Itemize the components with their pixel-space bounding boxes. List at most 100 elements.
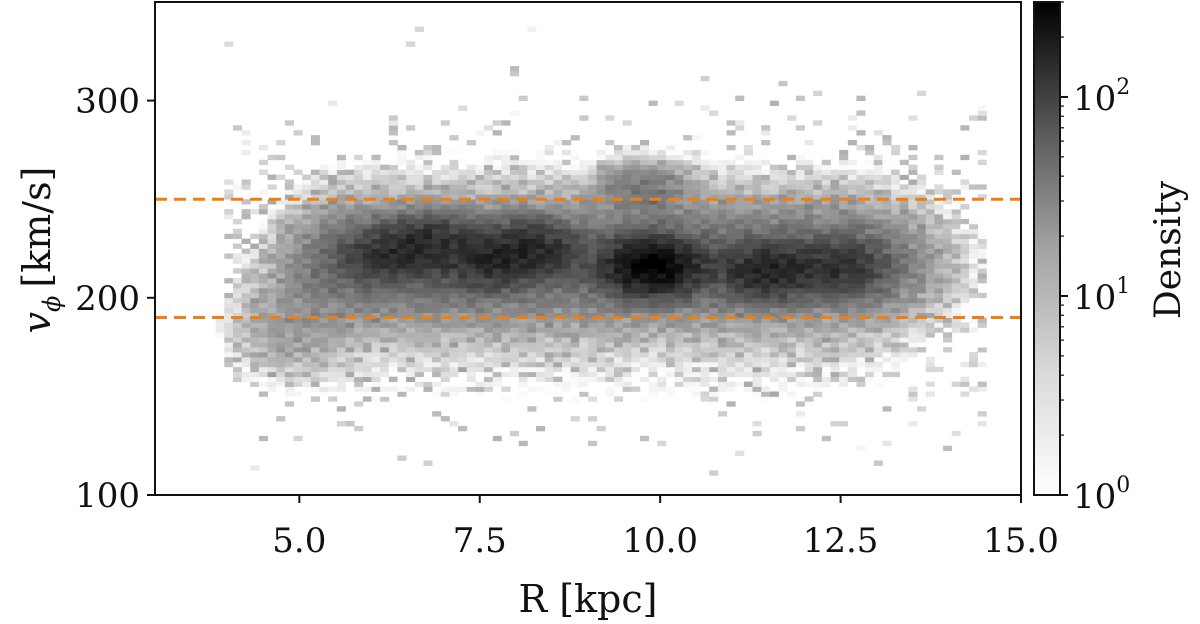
heatmap-cell (440, 391, 450, 397)
heatmap-cell (336, 297, 346, 304)
heatmap-cell (787, 307, 797, 313)
heatmap-cell (847, 228, 857, 235)
heatmap-cell (570, 174, 580, 180)
heatmap-cell (847, 169, 857, 175)
heatmap-cell (336, 159, 346, 166)
heatmap-cell (683, 169, 693, 175)
heatmap-cell (865, 268, 875, 274)
heatmap-cell (804, 283, 814, 289)
heatmap-cell (215, 312, 225, 318)
heatmap-cell (302, 337, 312, 343)
heatmap-cell (596, 297, 606, 304)
heatmap-cell (397, 273, 407, 279)
heatmap-cell (362, 204, 372, 210)
heatmap-cell (449, 312, 459, 318)
heatmap-cell (501, 327, 511, 333)
heatmap-cell (717, 228, 727, 235)
heatmap-cell (605, 253, 615, 259)
heatmap-cell (432, 189, 442, 195)
heatmap-cell (821, 189, 831, 195)
heatmap-cell (839, 376, 849, 383)
heatmap-cell (241, 292, 251, 299)
heatmap-cell (328, 287, 338, 294)
heatmap-cell (258, 243, 268, 249)
heatmap-cell (302, 327, 312, 333)
heatmap-cell (423, 312, 433, 318)
heatmap-cell (934, 213, 944, 220)
heatmap-cell (865, 361, 875, 368)
heatmap-cell (510, 302, 520, 309)
heatmap-cell (865, 189, 875, 195)
heatmap-cell (484, 189, 494, 195)
heatmap-cell (241, 302, 251, 309)
heatmap-cell (241, 268, 251, 274)
heatmap-cell (891, 312, 901, 318)
heatmap-cell (241, 287, 251, 294)
heatmap-cell (449, 337, 459, 343)
heatmap-cell (951, 312, 961, 318)
heatmap-cell (466, 194, 476, 200)
heatmap-cell (648, 278, 658, 284)
heatmap-cell (969, 233, 979, 240)
heatmap-cell (536, 169, 546, 175)
heatmap-cell (804, 140, 814, 146)
heatmap-cell (276, 361, 286, 368)
heatmap-cell (310, 376, 320, 383)
heatmap-cell (388, 169, 398, 175)
heatmap-cell (683, 263, 693, 269)
heatmap-cell (362, 164, 372, 171)
heatmap-cell (839, 248, 849, 254)
heatmap-cell (276, 174, 286, 180)
heatmap-cell (336, 317, 346, 323)
heatmap-cell (795, 209, 805, 215)
heatmap-cell (813, 371, 823, 378)
heatmap-cell (293, 381, 303, 387)
heatmap-cell (683, 312, 693, 318)
heatmap-cell (743, 209, 753, 215)
heatmap-cell (631, 342, 641, 348)
heatmap-cell (241, 209, 251, 215)
heatmap-cell (414, 297, 424, 304)
heatmap-cell (726, 381, 736, 387)
heatmap-cell (882, 287, 892, 294)
heatmap-cell (683, 223, 693, 230)
heatmap-cell (596, 342, 606, 348)
heatmap-cell (570, 223, 580, 230)
heatmap-cell (302, 347, 312, 353)
heatmap-cell (613, 243, 624, 249)
heatmap-cell (336, 312, 346, 318)
heatmap-cell (813, 223, 823, 230)
heatmap-cell (761, 218, 771, 225)
heatmap-cell (224, 213, 234, 220)
heatmap-cell (293, 391, 303, 397)
heatmap-cell (648, 287, 658, 294)
heatmap-cell (943, 223, 953, 230)
heatmap-cell (492, 322, 502, 328)
heatmap-cell (891, 342, 901, 348)
heatmap-cell (743, 248, 753, 254)
heatmap-cell (492, 189, 502, 195)
heatmap-cell (553, 283, 563, 289)
heatmap-cell (648, 337, 658, 343)
heatmap-cell (639, 352, 650, 358)
heatmap-cell (510, 238, 520, 244)
heatmap-cell (536, 273, 546, 279)
heatmap-cell (432, 179, 442, 185)
heatmap-cell (743, 223, 753, 230)
heatmap-cell (553, 169, 563, 175)
heatmap-cell (787, 184, 797, 190)
heatmap-cell (795, 376, 805, 383)
heatmap-cell (683, 356, 693, 363)
heatmap-cell (596, 248, 606, 254)
heatmap-cell (510, 356, 520, 363)
heatmap-cell (865, 258, 875, 264)
heatmap-cell (735, 332, 745, 338)
heatmap-cell (406, 297, 416, 304)
heatmap-cell (631, 164, 641, 171)
heatmap-cell (293, 352, 303, 358)
heatmap-cell (665, 317, 675, 323)
heatmap-cell (813, 253, 823, 259)
heatmap-cell (743, 312, 753, 318)
heatmap-cell (484, 154, 494, 161)
heatmap-cell (414, 164, 424, 171)
